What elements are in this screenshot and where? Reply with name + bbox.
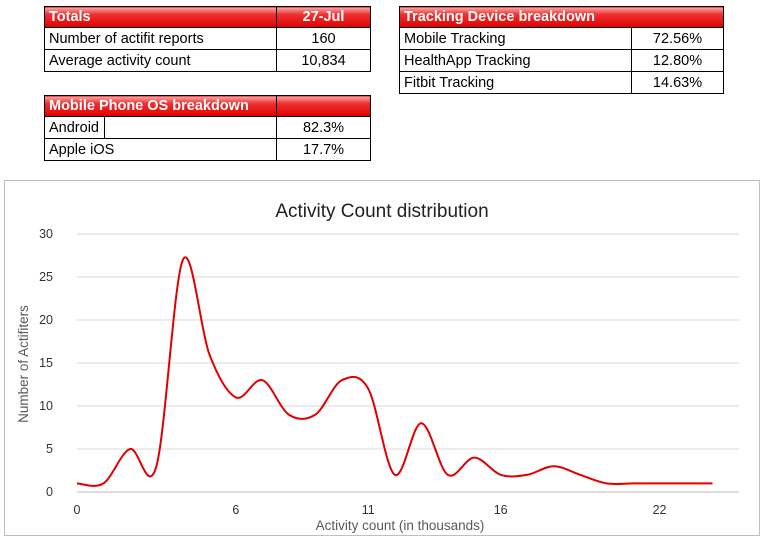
y-axis-label: Number of Actifiters: [16, 305, 31, 423]
device-breakdown-table: Tracking Device breakdown Mobile Trackin…: [399, 6, 724, 94]
chart-gridlines: [77, 233, 739, 493]
y-tick-label: 10: [39, 399, 53, 413]
totals-header-date: 27-Jul: [276, 6, 371, 28]
y-tick-label: 15: [39, 356, 53, 370]
table-row: HealthApp Tracking 12.80%: [399, 49, 724, 72]
chart-title: Activity Count distribution: [275, 201, 488, 222]
totals-row-value: 10,834: [276, 49, 371, 72]
y-tick-label: 0: [46, 485, 53, 499]
y-tick-label: 5: [46, 442, 53, 456]
totals-header-label: Totals: [44, 6, 277, 28]
activity-chart-frame: Activity Count distribution 0 5 10 15 20 25 30…: [4, 180, 760, 536]
totals-row-label: Number of actifit reports: [44, 27, 277, 50]
x-tick-label: 16: [494, 503, 508, 517]
table-row: Android 82.3%: [44, 116, 371, 139]
chart-tick-labels: 0 5 10 15 20 25 30 0 6 11 16 22: [39, 227, 666, 517]
x-tick-label: 22: [653, 503, 667, 517]
os-header-empty-cell: [276, 95, 371, 117]
series-line: [76, 256, 713, 487]
activity-count-chart: Activity Count distribution 0 5 10 15 20 25 30…: [16, 201, 739, 533]
os-row-value: 17.7%: [276, 138, 371, 161]
device-breakdown-header: Tracking Device breakdown: [399, 6, 724, 28]
table-row: Mobile Tracking 72.56%: [399, 27, 724, 50]
totals-row-value: 160: [276, 27, 371, 50]
device-row-label: Fitbit Tracking: [399, 71, 632, 94]
table-row: Fitbit Tracking 14.63%: [399, 71, 724, 94]
x-tick-label: 6: [232, 503, 239, 517]
os-row-label: Apple iOS: [44, 138, 277, 161]
totals-row-label: Average activity count: [44, 49, 277, 72]
table-row: Apple iOS 17.7%: [44, 138, 371, 161]
device-row-value: 72.56%: [631, 27, 724, 50]
device-row-label: HealthApp Tracking: [399, 49, 632, 72]
os-breakdown-header: Mobile Phone OS breakdown: [44, 95, 277, 117]
x-axis-label: Activity count (in thousands): [316, 518, 485, 533]
device-row-value: 14.63%: [631, 71, 724, 94]
device-row-label: Mobile Tracking: [399, 27, 632, 50]
device-row-value: 12.80%: [631, 49, 724, 72]
y-tick-label: 30: [39, 227, 53, 241]
table-row: Number of actifit reports 160: [44, 27, 371, 50]
totals-table: Totals 27-Jul Number of actifit reports …: [44, 6, 371, 72]
y-tick-label: 25: [39, 270, 53, 284]
os-row-label: Android: [44, 116, 105, 139]
os-row-empty-cell: [104, 116, 277, 139]
y-tick-label: 20: [39, 313, 53, 327]
x-tick-label: 0: [74, 503, 81, 517]
os-row-value: 82.3%: [276, 116, 371, 139]
table-row: Average activity count 10,834: [44, 49, 371, 72]
os-breakdown-table: Mobile Phone OS breakdown Android 82.3% …: [44, 95, 371, 161]
x-tick-label: 11: [362, 503, 375, 517]
